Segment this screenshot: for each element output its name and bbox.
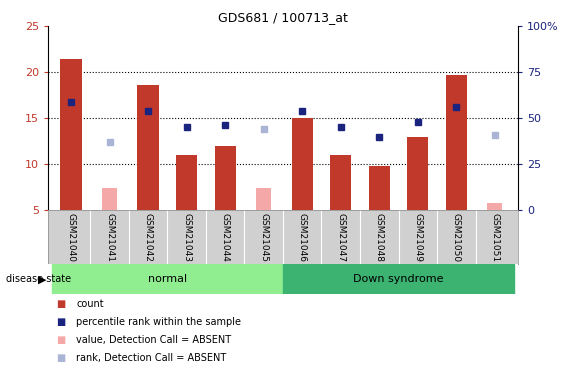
- Bar: [446, 75, 467, 210]
- Text: ■: ■: [56, 317, 65, 327]
- Text: GSM21040: GSM21040: [66, 213, 75, 262]
- Bar: [102, 188, 117, 210]
- Bar: [292, 118, 313, 210]
- Text: disease state: disease state: [6, 274, 71, 284]
- Bar: [283, 264, 514, 294]
- Text: Down syndrome: Down syndrome: [353, 274, 444, 284]
- Text: GSM21042: GSM21042: [144, 213, 153, 262]
- Text: ■: ■: [56, 299, 65, 309]
- Text: GSM21046: GSM21046: [298, 213, 307, 262]
- Bar: [256, 188, 271, 210]
- Text: value, Detection Call = ABSENT: value, Detection Call = ABSENT: [76, 335, 231, 345]
- Text: percentile rank within the sample: percentile rank within the sample: [76, 317, 241, 327]
- Text: GSM21048: GSM21048: [375, 213, 384, 262]
- Bar: [137, 85, 159, 210]
- Text: ▶: ▶: [38, 274, 46, 284]
- Bar: [176, 155, 197, 210]
- Text: GSM21050: GSM21050: [452, 213, 461, 262]
- Text: normal: normal: [148, 274, 187, 284]
- Text: rank, Detection Call = ABSENT: rank, Detection Call = ABSENT: [76, 353, 226, 363]
- Text: GSM21043: GSM21043: [182, 213, 191, 262]
- Bar: [215, 146, 236, 210]
- Bar: [60, 59, 82, 210]
- Text: GSM21044: GSM21044: [221, 213, 230, 262]
- Text: GSM21045: GSM21045: [259, 213, 268, 262]
- Text: GSM21049: GSM21049: [413, 213, 422, 262]
- Bar: [52, 264, 283, 294]
- Text: GSM21047: GSM21047: [336, 213, 345, 262]
- Bar: [330, 155, 351, 210]
- Bar: [369, 166, 390, 210]
- Bar: [407, 136, 428, 210]
- Text: GSM21051: GSM21051: [490, 213, 499, 262]
- Bar: [488, 202, 502, 210]
- Text: ■: ■: [56, 353, 65, 363]
- Text: count: count: [76, 299, 104, 309]
- Text: GSM21041: GSM21041: [105, 213, 114, 262]
- Text: ■: ■: [56, 335, 65, 345]
- Title: GDS681 / 100713_at: GDS681 / 100713_at: [218, 11, 348, 24]
